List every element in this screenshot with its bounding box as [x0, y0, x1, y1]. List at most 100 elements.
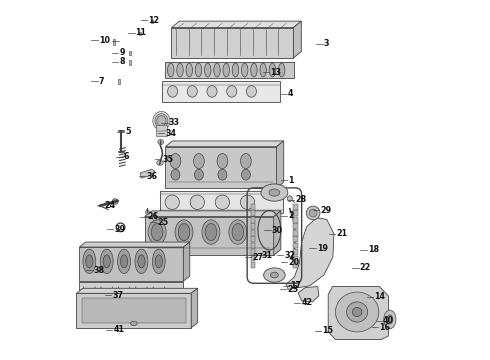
Text: 27: 27 [252, 253, 263, 262]
Text: 18: 18 [368, 246, 379, 255]
Ellipse shape [278, 63, 285, 77]
Bar [151, 20, 153, 23]
Text: 19: 19 [317, 244, 328, 253]
Ellipse shape [165, 195, 179, 210]
Bar [251, 262, 255, 268]
Ellipse shape [309, 209, 317, 217]
Ellipse shape [155, 255, 162, 268]
Text: 16: 16 [379, 323, 391, 332]
Bar [294, 217, 298, 223]
Bar [79, 247, 183, 281]
Bar [251, 211, 255, 216]
Ellipse shape [204, 63, 211, 77]
Bar [251, 243, 255, 248]
Ellipse shape [146, 210, 149, 215]
Ellipse shape [261, 184, 288, 201]
Ellipse shape [384, 310, 396, 329]
Ellipse shape [214, 63, 220, 77]
Bar [166, 147, 276, 188]
Ellipse shape [155, 114, 168, 128]
Text: 15: 15 [322, 326, 333, 335]
Text: 32: 32 [285, 251, 295, 260]
Polygon shape [328, 287, 389, 339]
Ellipse shape [387, 315, 393, 324]
Ellipse shape [264, 268, 285, 282]
Text: 41: 41 [113, 325, 124, 334]
Text: 42: 42 [301, 298, 313, 307]
Polygon shape [274, 211, 281, 255]
Ellipse shape [242, 63, 248, 77]
Text: 26: 26 [147, 212, 159, 221]
Ellipse shape [232, 224, 244, 241]
Text: 25: 25 [157, 218, 168, 227]
Text: 31: 31 [261, 251, 272, 260]
Text: 10: 10 [98, 36, 110, 45]
Ellipse shape [194, 154, 204, 168]
Ellipse shape [118, 249, 130, 274]
Ellipse shape [158, 139, 164, 144]
Ellipse shape [229, 220, 247, 244]
Ellipse shape [157, 160, 163, 165]
Ellipse shape [152, 249, 165, 274]
Ellipse shape [336, 292, 379, 332]
Text: 13: 13 [270, 68, 281, 77]
Ellipse shape [207, 86, 217, 97]
Polygon shape [76, 288, 197, 293]
Text: 23: 23 [287, 285, 298, 294]
Bar [166, 62, 294, 78]
Text: 29: 29 [320, 206, 331, 215]
Ellipse shape [190, 195, 204, 210]
Polygon shape [286, 218, 334, 289]
Text: 12: 12 [148, 16, 159, 25]
Bar [156, 125, 167, 136]
Text: 33: 33 [169, 118, 180, 127]
Ellipse shape [269, 189, 280, 196]
Bar [82, 298, 186, 323]
Ellipse shape [195, 169, 203, 180]
Ellipse shape [153, 111, 170, 130]
Ellipse shape [260, 63, 267, 77]
Ellipse shape [171, 169, 180, 180]
Text: 2: 2 [288, 211, 294, 220]
Text: 6: 6 [124, 152, 129, 161]
Ellipse shape [83, 249, 96, 274]
Ellipse shape [251, 63, 257, 77]
Ellipse shape [86, 255, 93, 268]
Text: 7: 7 [98, 77, 104, 86]
Ellipse shape [131, 321, 137, 325]
Ellipse shape [202, 220, 220, 244]
Text: 39: 39 [114, 225, 125, 234]
Bar [294, 262, 298, 268]
Ellipse shape [269, 63, 276, 77]
Bar [294, 249, 298, 255]
Ellipse shape [205, 224, 217, 241]
Bar [251, 224, 255, 229]
Text: 14: 14 [374, 292, 385, 301]
Text: 30: 30 [272, 226, 283, 235]
Ellipse shape [100, 249, 113, 274]
Bar [251, 217, 255, 223]
Polygon shape [166, 141, 284, 147]
Ellipse shape [187, 86, 197, 97]
Ellipse shape [168, 63, 174, 77]
Ellipse shape [215, 195, 230, 210]
Bar [118, 78, 120, 84]
Ellipse shape [135, 249, 148, 274]
Text: 1: 1 [288, 176, 294, 185]
Ellipse shape [157, 116, 166, 126]
Text: 3: 3 [324, 39, 329, 48]
Bar [113, 39, 115, 45]
Text: 5: 5 [125, 127, 130, 136]
Text: 22: 22 [360, 264, 371, 273]
Ellipse shape [246, 86, 256, 97]
Polygon shape [183, 242, 190, 281]
Bar [294, 204, 298, 210]
Bar [76, 293, 191, 328]
Ellipse shape [168, 86, 177, 97]
Text: 36: 36 [147, 172, 157, 181]
Text: 4: 4 [288, 89, 294, 98]
Bar [294, 230, 298, 235]
Text: 20: 20 [288, 258, 299, 267]
Text: 37: 37 [112, 291, 123, 300]
Ellipse shape [306, 206, 320, 220]
